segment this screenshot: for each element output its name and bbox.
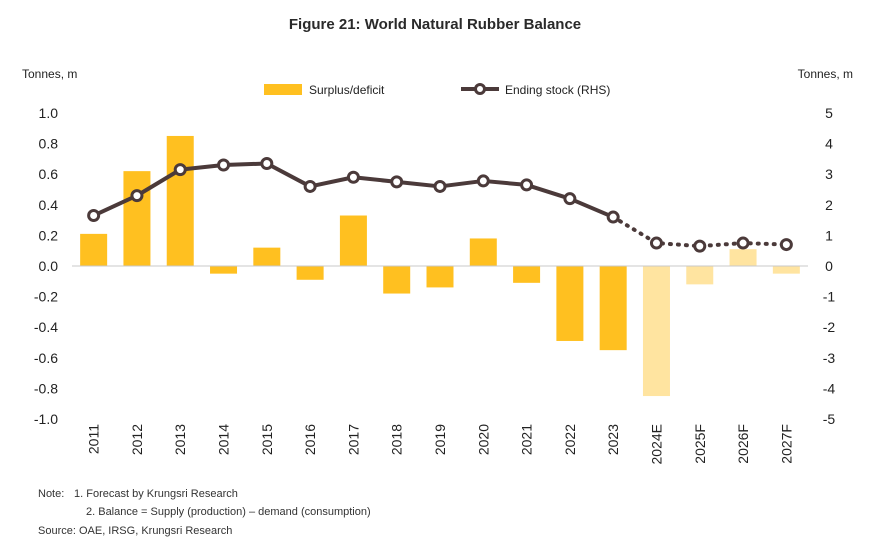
bar xyxy=(339,215,367,266)
bar xyxy=(253,247,281,266)
line-point xyxy=(346,170,360,184)
legend-bar-label: Surplus/deficit xyxy=(309,83,385,97)
right-tick-label: 1 xyxy=(825,227,833,243)
line-point xyxy=(736,236,750,250)
x-tick-label: 2012 xyxy=(129,424,145,455)
line-point xyxy=(260,156,274,170)
legend: Surplus/deficit Ending stock (RHS) xyxy=(264,83,610,97)
legend-line-label: Ending stock (RHS) xyxy=(505,83,610,97)
right-axis-ticks: 5 4 3 2 1 0 -1 -2 -3 -4 -5 xyxy=(823,105,836,427)
x-tick-label: 2023 xyxy=(605,424,621,455)
source-line: Source: OAE, IRSG, Krungsri Research xyxy=(38,525,232,537)
bar xyxy=(686,266,714,285)
line-point xyxy=(606,210,620,224)
x-tick-label: 2024E xyxy=(648,424,664,464)
x-axis-ticks: 2011 2012 2013 2014 2015 2016 2017 2018 2019 2020… xyxy=(86,424,795,465)
left-tick-label: -0.2 xyxy=(34,289,58,305)
note-line-1: 1. Forecast by Krungsri Research xyxy=(74,488,238,500)
right-axis-unit: Tonnes, m xyxy=(798,67,853,81)
left-tick-label: 0.8 xyxy=(39,136,59,152)
note-line-2: 2. Balance = Supply (production) – deman… xyxy=(86,506,371,518)
x-tick-label: 2016 xyxy=(302,424,318,455)
line-point xyxy=(476,174,490,188)
right-tick-label: 4 xyxy=(825,136,833,152)
left-tick-label: -0.6 xyxy=(34,350,58,366)
right-tick-label: -2 xyxy=(823,319,836,335)
bar xyxy=(123,171,151,266)
bar xyxy=(210,266,238,274)
right-tick-label: -4 xyxy=(823,380,836,396)
left-tick-label: 0.4 xyxy=(39,197,59,213)
line-series xyxy=(87,156,793,253)
left-tick-label: -0.8 xyxy=(34,380,58,396)
x-tick-label: 2025F xyxy=(692,424,708,464)
line-point xyxy=(433,179,447,193)
x-tick-label: 2013 xyxy=(172,424,188,455)
bar xyxy=(426,266,454,288)
bar xyxy=(729,249,757,266)
left-axis-unit: Tonnes, m xyxy=(22,67,77,81)
note-label: Note: xyxy=(38,488,64,500)
x-tick-label: 2026F xyxy=(735,424,751,464)
bar xyxy=(166,135,194,266)
left-tick-label: -0.4 xyxy=(34,319,58,335)
line-point xyxy=(779,238,793,252)
line-point xyxy=(390,175,404,189)
x-tick-label: 2022 xyxy=(562,424,578,455)
line-point xyxy=(217,158,231,172)
line-point xyxy=(173,163,187,177)
right-tick-label: -1 xyxy=(823,289,836,305)
x-tick-label: 2018 xyxy=(389,424,405,455)
left-tick-label: 0.0 xyxy=(39,258,59,274)
x-tick-label: 2019 xyxy=(432,424,448,455)
right-tick-label: 0 xyxy=(825,258,833,274)
line-point xyxy=(303,179,317,193)
line-point xyxy=(130,189,144,203)
line-point xyxy=(87,209,101,223)
x-tick-label: 2027F xyxy=(778,424,794,464)
line-point xyxy=(563,192,577,206)
x-tick-label: 2011 xyxy=(86,424,102,454)
line-forecast xyxy=(611,215,789,249)
bar xyxy=(599,266,627,351)
bar xyxy=(383,266,411,294)
left-tick-label: 1.0 xyxy=(39,105,59,121)
line-point xyxy=(649,236,663,250)
right-tick-label: 2 xyxy=(825,197,833,213)
left-axis-ticks: 1.0 0.8 0.6 0.4 0.2 0.0 -0.2 -0.4 -0.6 -0.8 -1.0 xyxy=(34,105,58,427)
x-tick-label: 2020 xyxy=(475,424,491,455)
bar xyxy=(556,266,584,341)
notes: Note: 1. Forecast by Krungsri Research 2… xyxy=(38,488,371,537)
bar xyxy=(642,266,670,397)
bar xyxy=(513,266,541,283)
bar-series xyxy=(80,135,800,397)
chart-title: Figure 21: World Natural Rubber Balance xyxy=(289,16,581,33)
x-tick-label: 2015 xyxy=(259,424,275,455)
right-tick-label: 3 xyxy=(825,166,833,182)
bar xyxy=(772,266,800,274)
left-tick-label: 0.2 xyxy=(39,227,59,243)
legend-line-marker xyxy=(474,83,486,95)
line-point xyxy=(520,178,534,192)
line-point xyxy=(693,239,707,253)
bar xyxy=(296,266,324,280)
right-tick-label: -3 xyxy=(823,350,836,366)
bar xyxy=(469,238,497,266)
right-tick-label: -5 xyxy=(823,411,836,427)
left-tick-label: -1.0 xyxy=(34,411,58,427)
legend-bar-swatch xyxy=(264,84,302,95)
x-tick-label: 2021 xyxy=(519,424,535,455)
bar xyxy=(80,233,108,266)
x-tick-label: 2017 xyxy=(345,424,361,455)
right-tick-label: 5 xyxy=(825,105,833,121)
left-tick-label: 0.6 xyxy=(39,166,59,182)
x-tick-label: 2014 xyxy=(216,424,232,455)
